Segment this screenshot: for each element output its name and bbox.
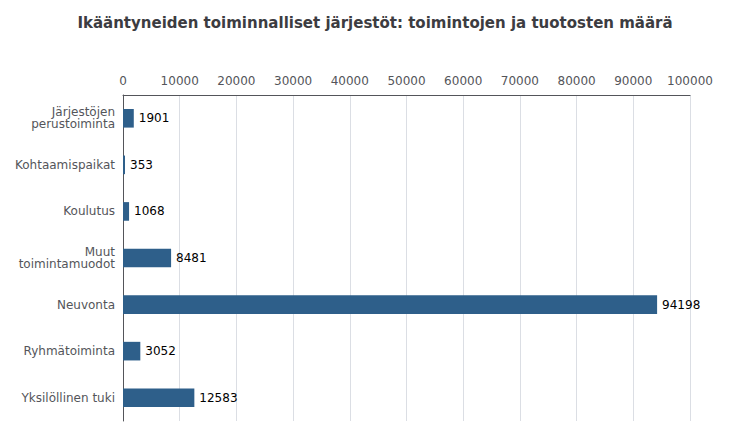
svg-text:Kohtaamispaikat: Kohtaamispaikat: [15, 158, 115, 172]
svg-text:353: 353: [130, 158, 153, 172]
svg-text:90000: 90000: [614, 74, 652, 88]
svg-text:10000: 10000: [161, 74, 199, 88]
svg-text:perustoiminta: perustoiminta: [31, 117, 115, 131]
svg-text:1068: 1068: [134, 204, 165, 218]
svg-text:Koulutus: Koulutus: [63, 204, 115, 218]
svg-text:94198: 94198: [662, 298, 700, 312]
svg-text:30000: 30000: [274, 74, 312, 88]
svg-text:Muut: Muut: [84, 245, 115, 259]
svg-text:Yksilöllinen tuki: Yksilöllinen tuki: [20, 391, 115, 405]
svg-text:Järjestöjen: Järjestöjen: [51, 105, 115, 120]
svg-text:0: 0: [119, 74, 127, 88]
svg-text:70000: 70000: [501, 74, 539, 88]
svg-text:12583: 12583: [199, 391, 237, 405]
svg-text:Ikääntyneiden toiminnalliset j: Ikääntyneiden toiminnalliset järjestöt: …: [77, 14, 672, 32]
svg-text:20000: 20000: [217, 74, 255, 88]
svg-text:60000: 60000: [444, 74, 482, 88]
svg-text:80000: 80000: [558, 74, 596, 88]
svg-text:8481: 8481: [176, 251, 207, 265]
svg-text:Ryhmätoiminta: Ryhmätoiminta: [24, 344, 116, 358]
svg-text:1901: 1901: [139, 111, 170, 125]
svg-text:Neuvonta: Neuvonta: [57, 298, 115, 312]
svg-text:50000: 50000: [387, 74, 425, 88]
svg-text:40000: 40000: [331, 74, 369, 88]
svg-text:toimintamuodot: toimintamuodot: [19, 257, 116, 271]
svg-text:100000: 100000: [667, 74, 713, 88]
svg-text:3052: 3052: [145, 344, 176, 358]
